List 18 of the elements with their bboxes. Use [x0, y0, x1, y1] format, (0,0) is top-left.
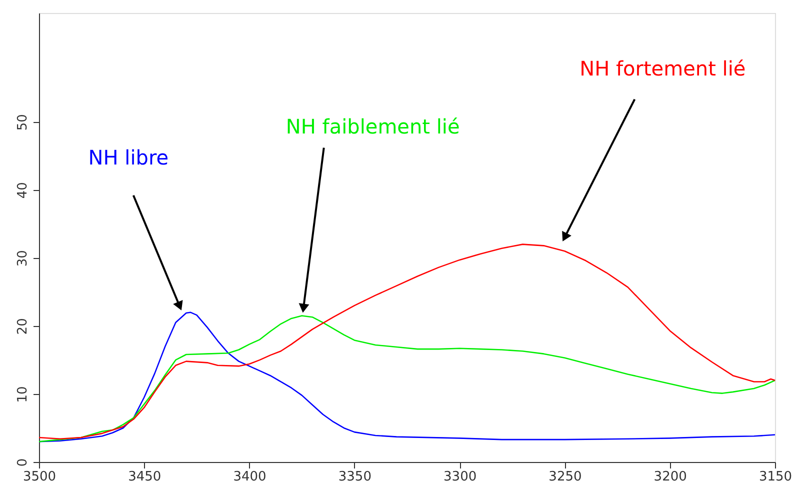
- x-tick-label: 3300: [444, 470, 477, 484]
- x-tick-label: 3250: [548, 470, 582, 484]
- x-tick-label: 3150: [758, 470, 792, 484]
- y-tick-label: 20: [16, 318, 30, 335]
- x-tick-label: 3450: [128, 470, 162, 484]
- text: NH faiblement lié: [286, 114, 460, 139]
- text: NH fortement lié: [580, 56, 746, 80]
- x-tick-label: 3350: [338, 470, 372, 484]
- y-tick-label: 10: [16, 386, 30, 403]
- text: NH libre: [88, 145, 169, 170]
- x-tick-label: 3200: [654, 470, 687, 484]
- y-tick-label: 50: [16, 114, 30, 131]
- x-tick-label: 3500: [22, 470, 56, 484]
- x-tick-label: 3400: [233, 470, 266, 484]
- y-tick-label: 40: [16, 182, 30, 199]
- line-series: [38, 244, 776, 440]
- y-tick-label: 0: [16, 458, 30, 467]
- y-tick-label: 30: [16, 250, 30, 267]
